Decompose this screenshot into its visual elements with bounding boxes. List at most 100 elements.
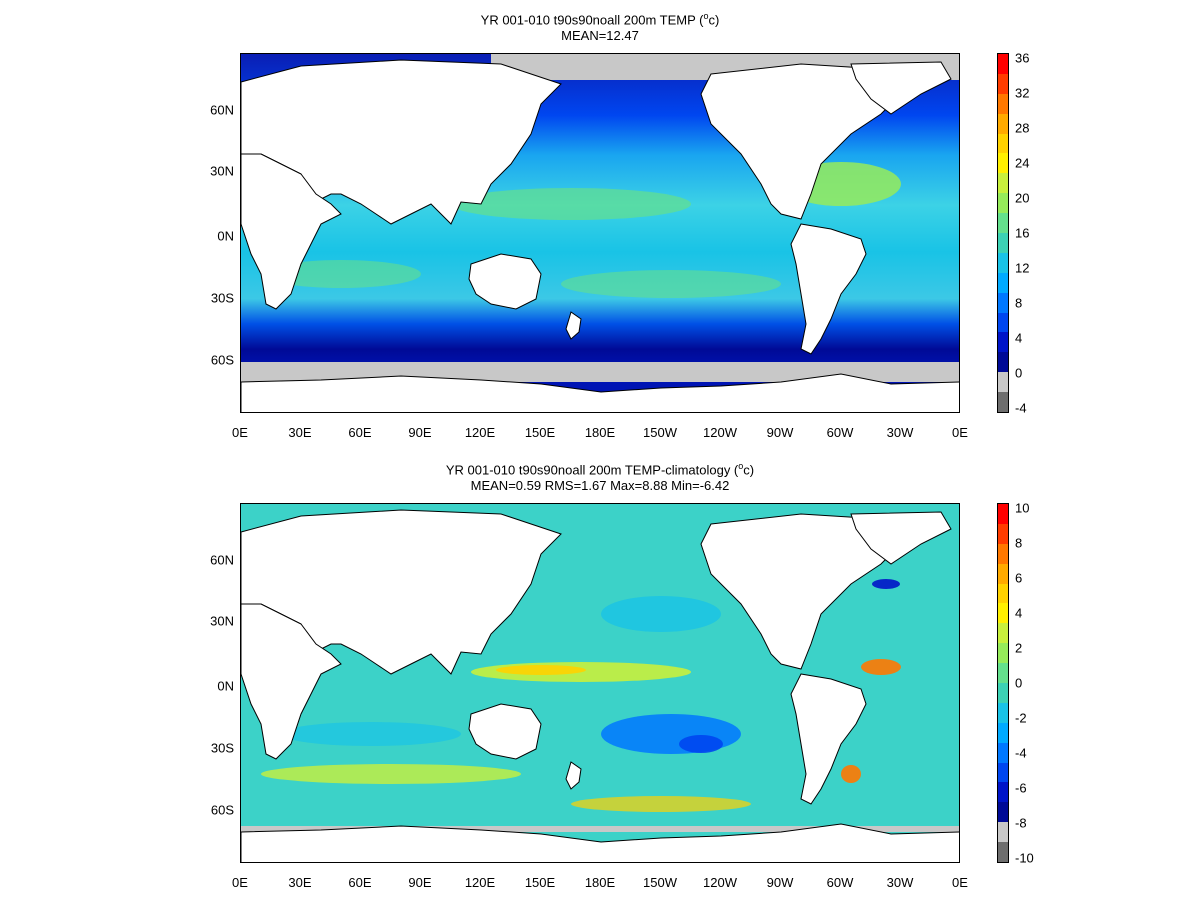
panel1-australia xyxy=(468,253,542,310)
panel1-xtick-label: 30W xyxy=(886,425,914,440)
panel1-colorbar-label: 28 xyxy=(1015,120,1030,136)
panel2-xtick-label: 60E xyxy=(348,875,372,890)
panel2-xtick-label: 90W xyxy=(766,875,794,890)
colorbar-swatch xyxy=(998,603,1008,624)
colorbar-swatch xyxy=(998,583,1008,604)
colorbar-swatch xyxy=(998,543,1008,564)
panel2-ytick-label: 60S xyxy=(210,802,234,818)
panel2-continents xyxy=(241,509,952,805)
panel2-antarctic-ice xyxy=(241,826,959,832)
panel1-colorbar-label: 36 xyxy=(1015,50,1030,66)
colorbar-swatch xyxy=(998,523,1008,544)
panel2-ytick-label: 0N xyxy=(217,678,234,694)
panel1-map-svg xyxy=(241,54,959,412)
panel1-colorbar-label: 0 xyxy=(1015,365,1023,381)
panel2-xtick-label: 30W xyxy=(886,875,914,890)
colorbar-swatch xyxy=(998,762,1008,783)
panel2-colorbar xyxy=(997,503,1009,863)
colorbar-swatch xyxy=(998,153,1008,174)
panel2-anom-so-warm xyxy=(261,764,521,784)
colorbar-swatch xyxy=(998,643,1008,664)
panel1-colorbar-label: 8 xyxy=(1015,295,1023,311)
colorbar-swatch xyxy=(998,113,1008,134)
colorbar-swatch xyxy=(998,563,1008,584)
colorbar-swatch xyxy=(998,352,1008,373)
panel2-colorbar-label: -6 xyxy=(1015,780,1027,796)
panel2-anom-falkland-hot xyxy=(841,765,861,783)
panel1-antarctica xyxy=(241,373,959,412)
panel2-colorbar-label: 2 xyxy=(1015,640,1023,656)
panel2-anom-eq-hot xyxy=(496,665,586,675)
panel2-anom-np-cool xyxy=(601,596,721,632)
panel2-xtick-label: 180E xyxy=(584,875,616,890)
panel2-anom-so-warm2 xyxy=(571,796,751,812)
panel2-ytick-label: 30S xyxy=(210,740,234,756)
panel1-ytick-label: 60N xyxy=(210,102,234,118)
panel1-colorbar-label: 16 xyxy=(1015,225,1030,241)
panel2-xtick-label: 150W xyxy=(643,875,677,890)
panel2-ytick-label: 30N xyxy=(210,613,234,629)
panel1-subtitle: MEAN=12.47 xyxy=(561,28,639,43)
colorbar-swatch xyxy=(998,54,1008,74)
panel2-new-zealand xyxy=(565,761,582,790)
panel1-xtick-label: 0E xyxy=(952,425,968,440)
panel2-colorbar-label: 8 xyxy=(1015,535,1023,551)
panel1-xtick-label: 90E xyxy=(408,425,432,440)
panel2-xtick-label: 30E xyxy=(288,875,312,890)
panel2-xtick-label: 120E xyxy=(464,875,496,890)
colorbar-swatch xyxy=(998,292,1008,313)
panel1-colorbar xyxy=(997,53,1009,413)
panel1-warm-indian xyxy=(261,260,421,288)
colorbar-swatch xyxy=(998,683,1008,703)
panel2-xtick-label: 0E xyxy=(952,875,968,890)
panel2-xtick-label: 0E xyxy=(232,875,248,890)
panel1-ytick-label: 30N xyxy=(210,163,234,179)
panel1-warm-pacific-s xyxy=(561,270,781,298)
colorbar-swatch xyxy=(998,742,1008,763)
panel2-title-main: YR 001-010 t90s90noall 200m TEMP-climato… xyxy=(445,462,739,478)
colorbar-swatch xyxy=(998,332,1008,353)
panel2-anom-indian-cool xyxy=(281,722,461,746)
colorbar-swatch xyxy=(998,312,1008,333)
panel1-xtick-label: 90W xyxy=(766,425,794,440)
panel1-xtick-label: 150W xyxy=(643,425,677,440)
panel1-africa xyxy=(241,153,342,310)
panel1-colorbar-label: 20 xyxy=(1015,190,1030,206)
panel2-anom-gulf-cold xyxy=(872,579,900,589)
colorbar-swatch xyxy=(998,213,1008,234)
panel2-xtick-label: 90E xyxy=(408,875,432,890)
colorbar-swatch xyxy=(998,73,1008,94)
colorbar-swatch xyxy=(998,372,1008,393)
colorbar-swatch xyxy=(998,663,1008,684)
panel1-xtick-label: 60W xyxy=(826,425,854,440)
panel1-xtick-label: 30E xyxy=(288,425,312,440)
panel2-colorbar-label: -10 xyxy=(1015,850,1034,866)
colorbar-swatch xyxy=(998,702,1008,723)
colorbar-swatch xyxy=(998,802,1008,823)
panel1-south-america xyxy=(790,223,867,355)
colorbar-swatch xyxy=(998,392,1008,413)
panel1-xtick-label: 150E xyxy=(524,425,556,440)
panel2-colorbar-label: 0 xyxy=(1015,675,1023,691)
colorbar-swatch xyxy=(998,93,1008,114)
panel2-africa xyxy=(241,603,342,760)
panel2-map xyxy=(240,503,960,863)
panel2-colorbar-label: 10 xyxy=(1015,500,1030,516)
panel2-xtick-label: 120W xyxy=(703,875,737,890)
panel1-continents xyxy=(241,59,952,355)
colorbar-swatch xyxy=(998,193,1008,214)
panel1-ytick-label: 60S xyxy=(210,352,234,368)
colorbar-swatch xyxy=(998,133,1008,154)
panel2-title: YR 001-010 t90s90noall 200m TEMP-climato… xyxy=(240,458,960,478)
panel2-colorbar-label: -4 xyxy=(1015,745,1027,761)
panel1-xtick-label: 180E xyxy=(584,425,616,440)
colorbar-swatch xyxy=(998,822,1008,843)
panel1-warm-pacific-n xyxy=(451,188,691,220)
panel1-colorbar-label: 4 xyxy=(1015,330,1023,346)
panel2-anom-sp-cold-core xyxy=(679,735,723,753)
panel2-ytick-label: 60N xyxy=(210,552,234,568)
panel2-anom-atl-hot xyxy=(861,659,901,675)
panel2-australia xyxy=(468,703,542,760)
panel1-xtick-label: 120W xyxy=(703,425,737,440)
panel2-colorbar-label: 4 xyxy=(1015,605,1023,621)
